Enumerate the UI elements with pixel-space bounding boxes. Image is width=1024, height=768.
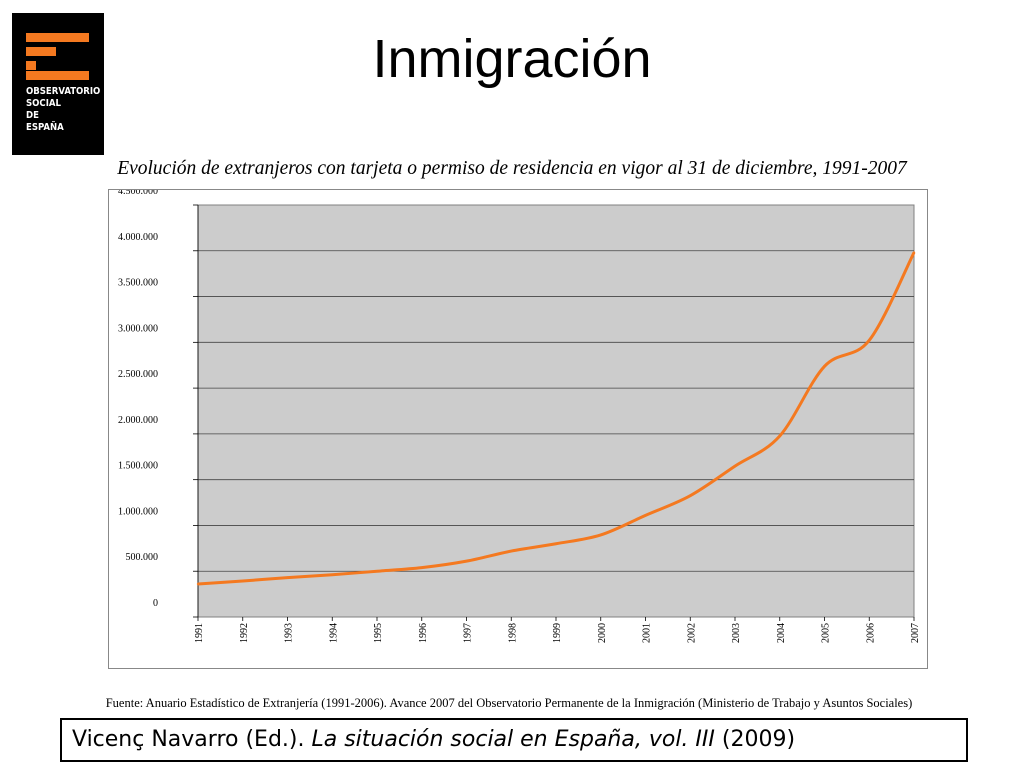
data-point	[778, 434, 781, 438]
x-tick-label: 2001	[642, 623, 653, 643]
chart-title: Evolución de extranjeros con tarjeta o p…	[117, 158, 907, 179]
page-title: Inmigración	[372, 29, 652, 89]
logo-line-2: SOCIAL	[26, 98, 61, 109]
x-tick-label: 1995	[373, 623, 384, 643]
y-tick-label: 4.500.000	[118, 190, 158, 197]
x-tick-label: 1997	[463, 623, 474, 643]
plot-area	[197, 204, 915, 618]
data-point	[823, 365, 826, 368]
citation-year: (2009)	[714, 727, 796, 752]
logo-line-4: ESPAÑA	[26, 122, 64, 133]
data-point	[644, 514, 647, 517]
y-tick-label: 4.000.000	[118, 232, 158, 243]
y-tick-label: 2.500.000	[118, 369, 158, 380]
data-point	[196, 582, 200, 586]
data-point	[689, 494, 692, 497]
y-tick-label: 3.000.000	[118, 323, 158, 334]
y-tick-label: 1.500.000	[118, 461, 158, 472]
x-tick-label: 2002	[686, 623, 697, 643]
data-point	[510, 549, 513, 553]
y-tick-label: 0	[153, 598, 158, 609]
x-tick-label: 1992	[239, 623, 250, 643]
logo-bar-middle	[26, 47, 56, 56]
data-point	[420, 566, 423, 569]
x-tick-label: 1998	[507, 623, 518, 643]
x-tick-label: 2004	[776, 623, 787, 643]
x-tick-label: 1991	[194, 623, 205, 643]
x-tick-label: 2006	[865, 623, 876, 643]
series-line	[197, 251, 916, 586]
x-tick-label: 2000	[597, 623, 608, 643]
logo-line-1: OBSERVATORIO	[26, 86, 101, 97]
chart-container: 0 500.000 1.000.000 1.500.000 2.000.000 2.500…	[108, 189, 928, 669]
x-tick-label: 2007	[910, 623, 921, 643]
citation-author: Vicenç Navarro (Ed.).	[72, 727, 312, 752]
data-point	[286, 576, 289, 579]
x-tick-label: 1999	[552, 623, 563, 643]
source-note: Fuente: Anuario Estadístico de Extranjer…	[105, 696, 913, 710]
x-tick-label: 1994	[328, 623, 339, 643]
data-point	[241, 579, 244, 583]
logo-text: OBSERVATORIO SOCIAL DE ESPAÑA	[26, 86, 100, 134]
data-point	[912, 251, 916, 254]
x-tick-label: 2005	[821, 623, 832, 643]
data-point	[375, 570, 379, 573]
data-point	[599, 533, 602, 537]
data-point	[554, 542, 558, 545]
logo-bar-top	[26, 33, 89, 42]
logo-bar-small	[26, 61, 36, 70]
line-chart: 0 500.000 1.000.000 1.500.000 2.000.000 2.500…	[118, 190, 921, 643]
x-tick-label: 1996	[418, 623, 429, 643]
y-tick-label: 500.000	[126, 552, 159, 563]
y-tick-label: 3.500.000	[118, 278, 158, 289]
citation-title: La situación social en España, vol. III	[311, 727, 715, 752]
data-point	[331, 573, 334, 576]
logo-line-3: DE	[26, 110, 39, 121]
x-tick-label: 2003	[731, 623, 742, 643]
data-point	[465, 559, 468, 563]
x-tick-label: 1993	[284, 623, 295, 643]
y-tick-label: 1.000.000	[118, 506, 158, 517]
logo-bar-bottom	[26, 71, 89, 80]
observatorio-logo: OBSERVATORIO SOCIAL DE ESPAÑA	[12, 13, 104, 155]
data-point	[733, 464, 737, 468]
citation-box: Vicenç Navarro (Ed.). La situación socia…	[60, 718, 968, 762]
y-tick-label: 2.000.000	[118, 415, 158, 426]
data-point	[868, 339, 871, 342]
